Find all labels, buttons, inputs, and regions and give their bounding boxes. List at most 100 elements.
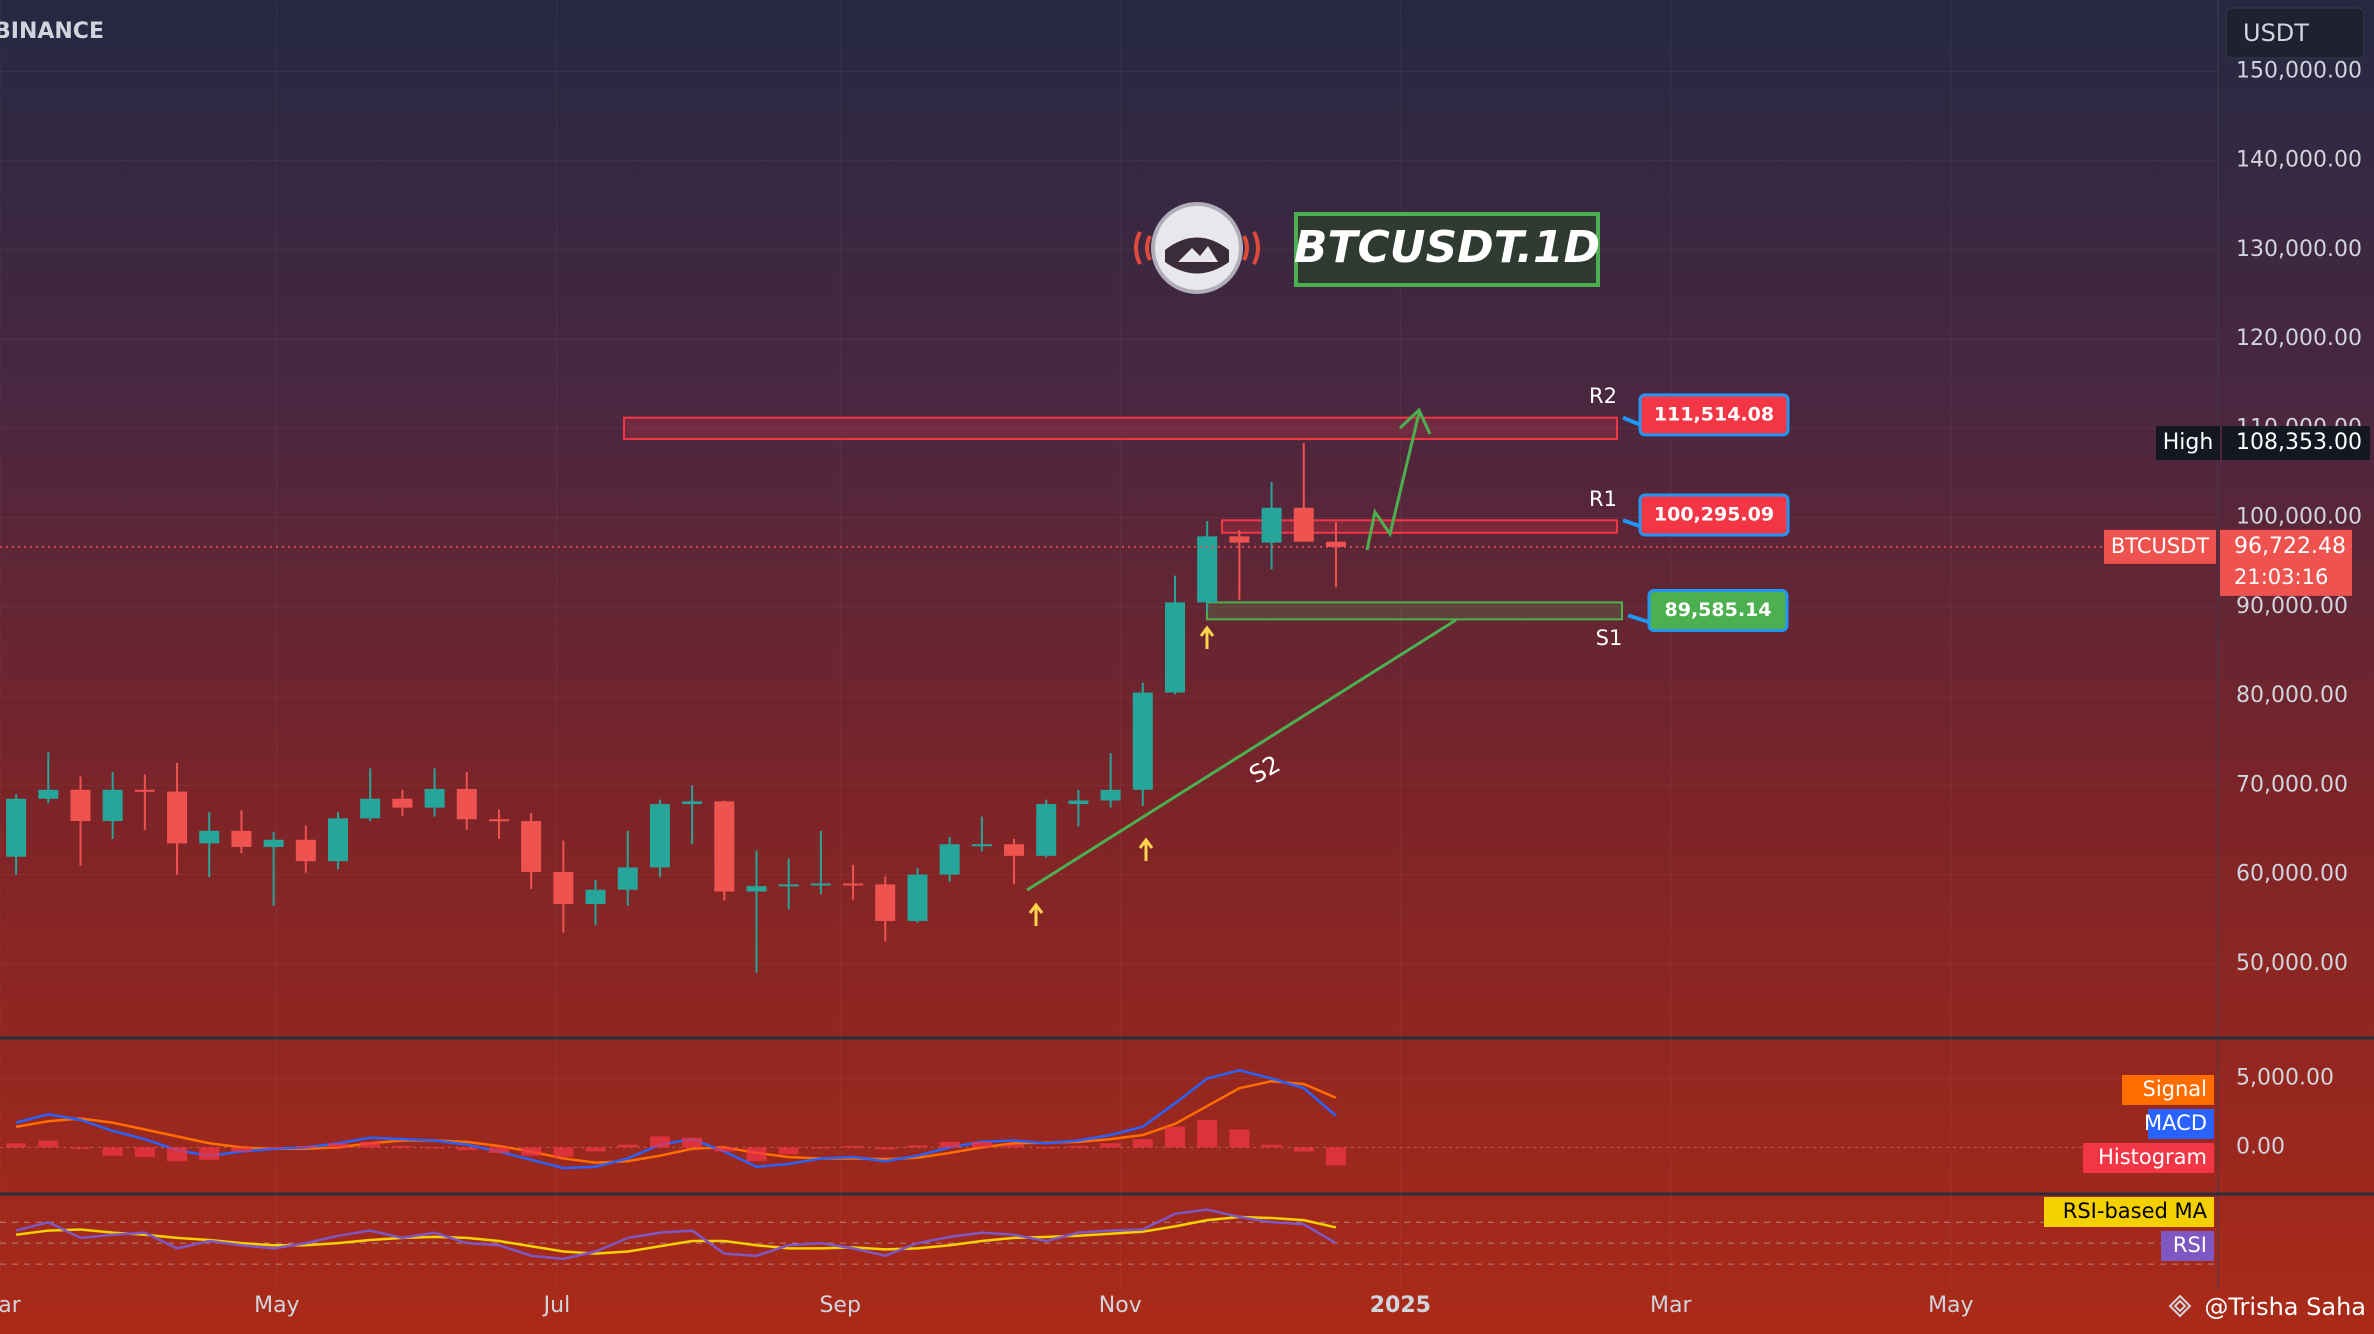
histogram-bar	[102, 1147, 123, 1156]
histogram-bar	[360, 1141, 381, 1148]
candle-body	[456, 788, 477, 820]
histogram-bar	[38, 1140, 59, 1148]
candle-body	[295, 839, 316, 862]
candle-body	[134, 789, 155, 792]
logo	[1134, 202, 1260, 294]
candle-body	[810, 883, 831, 886]
y-tick-label: 150,000.00	[2236, 58, 2362, 83]
histogram-bar	[328, 1143, 349, 1148]
candle-body	[875, 884, 896, 921]
candle-body	[1293, 507, 1314, 542]
up-arrow	[1199, 625, 1215, 649]
y-tick-label: 130,000.00	[2236, 237, 2362, 262]
author: @Trisha Saha	[2204, 1293, 2366, 1321]
x-tick-label: Sep	[819, 1293, 860, 1318]
candle-body	[843, 883, 864, 886]
candle-body	[70, 789, 91, 822]
legend-tag	[2083, 1143, 2214, 1173]
histogram-bar	[714, 1147, 735, 1152]
histogram-bar	[167, 1147, 188, 1162]
y-tick-label: 60,000.00	[2236, 862, 2348, 887]
histogram-bar	[295, 1146, 316, 1148]
watermark-box	[1294, 212, 1600, 287]
x-tick-label: Jul	[542, 1293, 571, 1318]
candle-body	[1004, 844, 1025, 856]
histogram-bar	[1004, 1144, 1025, 1148]
candle-body	[1164, 602, 1185, 693]
y-tick-label: 90,000.00	[2236, 594, 2348, 619]
level-name: R1	[1589, 487, 1617, 511]
histogram-bar	[682, 1137, 703, 1148]
x-tick-label: Nov	[1099, 1293, 1142, 1318]
candle-body	[1068, 800, 1089, 805]
candle-body	[1261, 507, 1282, 543]
candle-body	[649, 804, 670, 868]
candle-body	[1100, 789, 1121, 801]
candle-body	[392, 798, 413, 808]
legend-tag	[2044, 1197, 2214, 1227]
candle-body	[102, 789, 123, 822]
logo-mountain	[1178, 246, 1218, 262]
candle-body	[488, 819, 509, 822]
histogram-bar	[263, 1147, 284, 1149]
candle-body	[1229, 536, 1250, 543]
legend-label: RSI-based MA	[2063, 1199, 2208, 1223]
histogram-bar	[553, 1147, 574, 1158]
currency[interactable]: USDT	[2243, 19, 2309, 47]
y-tick-label: 50,000.00	[2236, 951, 2348, 976]
candle-body	[971, 844, 992, 847]
x-tick-label: 2025	[1370, 1293, 1431, 1318]
candle-body	[1197, 536, 1218, 603]
y-tick-label: 100,000.00	[2236, 505, 2362, 530]
candle-body	[939, 844, 960, 875]
trendline	[1026, 618, 1457, 892]
price-tag	[2220, 529, 2352, 596]
level-value: 89,585.14	[1665, 599, 1772, 621]
high-value: 108,353.00	[2236, 430, 2362, 455]
histogram-bar	[939, 1141, 960, 1148]
histogram-bar	[585, 1147, 606, 1152]
x-tick-label: May	[1928, 1293, 1973, 1318]
x-tick-label: Mar	[0, 1293, 22, 1318]
indicator-line	[15, 1208, 1337, 1261]
indicator-line	[15, 1215, 1337, 1255]
level-name: S1	[1596, 626, 1623, 650]
level-zone	[1206, 601, 1623, 621]
histogram-bar	[843, 1146, 864, 1148]
legend-label: Histogram	[2098, 1145, 2207, 1169]
candle-body	[231, 830, 252, 847]
candle-body	[553, 871, 574, 905]
x-tick-label: May	[254, 1293, 299, 1318]
candle-body	[682, 801, 703, 805]
currency-button[interactable]	[2225, 7, 2365, 59]
candle-body	[1132, 692, 1153, 790]
histogram-bar	[199, 1147, 220, 1160]
histogram-bar	[521, 1147, 542, 1156]
level-callout	[1638, 493, 1790, 537]
indicator-line	[15, 1080, 1337, 1164]
author-icon	[2168, 1294, 2192, 1318]
histogram-bar	[456, 1147, 477, 1151]
histogram-bar	[488, 1147, 509, 1153]
histogram-bar	[6, 1143, 27, 1148]
histogram-bar	[1132, 1139, 1153, 1148]
histogram-bar	[810, 1147, 831, 1149]
projection-arrow	[1365, 412, 1421, 551]
histogram-bar	[70, 1147, 91, 1149]
candle-body	[1036, 804, 1057, 856]
legend-label: RSI	[2173, 1233, 2207, 1257]
histogram-bar	[1036, 1147, 1057, 1149]
symbol: BTCUSDT	[2111, 534, 2210, 558]
histogram-bar	[1261, 1144, 1282, 1148]
legend-label: Signal	[2142, 1077, 2207, 1101]
histogram-bar	[1068, 1146, 1089, 1148]
histogram-bar	[1325, 1147, 1346, 1166]
level-zone	[1221, 519, 1618, 534]
candle-body	[778, 884, 799, 887]
level-callout	[1638, 393, 1790, 437]
y-tick-label: 70,000.00	[2236, 772, 2348, 797]
high-tag	[2156, 426, 2220, 461]
level-callout	[1647, 589, 1789, 633]
